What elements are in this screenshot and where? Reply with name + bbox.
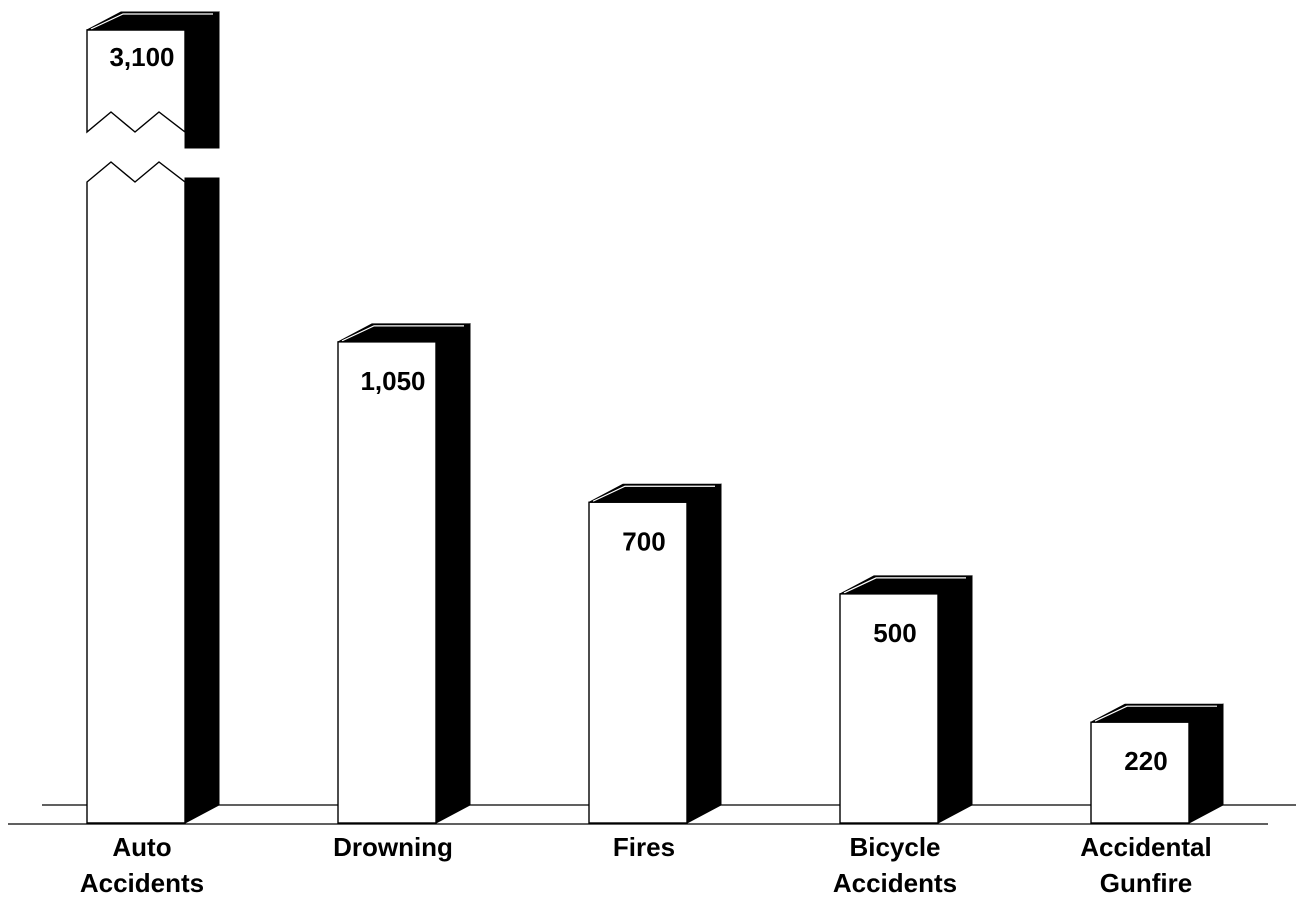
value-label-3: 500 bbox=[873, 618, 916, 648]
bar-0-upper-top-highlight bbox=[90, 13, 213, 30]
bar-1 bbox=[337, 323, 471, 824]
category-label-2-0: Fires bbox=[613, 832, 675, 862]
category-label-3-0: Bicycle bbox=[849, 832, 940, 862]
category-label-0-1: Accidents bbox=[80, 868, 204, 898]
category-label-4-0: Accidental bbox=[1080, 832, 1212, 862]
value-labels: 3,100 1,050 700 500 220 bbox=[109, 42, 1167, 776]
bar-1-front bbox=[337, 341, 437, 824]
bar-0-upper-side bbox=[184, 11, 220, 149]
bar-4 bbox=[1090, 703, 1224, 824]
bar-1-top-highlight bbox=[341, 325, 464, 342]
value-label-1: 1,050 bbox=[360, 366, 425, 396]
bar-2-top-highlight bbox=[592, 485, 715, 502]
category-labels: Auto Accidents Drowning Fires Bicycle Acciden… bbox=[80, 832, 1212, 898]
bar-2 bbox=[588, 483, 722, 824]
bar-0 bbox=[86, 11, 220, 824]
bar-3-front bbox=[839, 593, 939, 824]
category-label-4-1: Gunfire bbox=[1100, 868, 1192, 898]
bar-2-front bbox=[588, 501, 688, 824]
bar-2-side bbox=[686, 483, 722, 824]
value-label-0: 3,100 bbox=[109, 42, 174, 72]
category-label-0-0: Auto bbox=[112, 832, 171, 862]
bar-3-top-highlight bbox=[843, 577, 966, 594]
bar-4-top-highlight bbox=[1094, 705, 1217, 722]
bar-4-front bbox=[1090, 721, 1190, 824]
bar-3-side bbox=[937, 575, 973, 824]
bar-0-front bbox=[86, 161, 186, 824]
bar-3 bbox=[839, 575, 973, 824]
value-label-2: 700 bbox=[622, 526, 665, 556]
value-label-4: 220 bbox=[1124, 746, 1167, 776]
bar-series bbox=[86, 11, 1224, 824]
bar-1-side bbox=[435, 323, 471, 824]
bar-4-side bbox=[1188, 703, 1224, 824]
category-label-3-1: Accidents bbox=[833, 868, 957, 898]
bar-0-upper-front bbox=[86, 29, 186, 134]
bar-0-side bbox=[184, 177, 220, 824]
category-label-1-0: Drowning bbox=[333, 832, 453, 862]
